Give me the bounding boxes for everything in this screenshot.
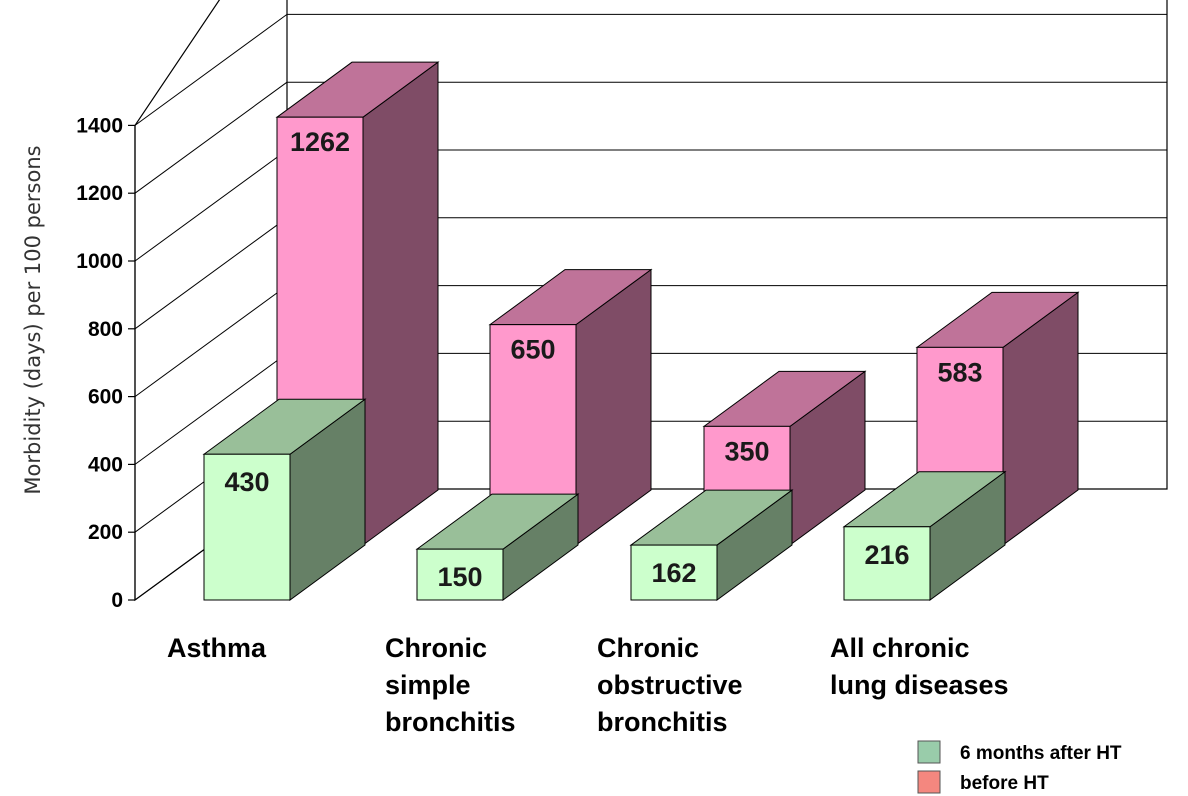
y-axis: 0 200 400 600 800 1000 1200 1400 bbox=[76, 114, 136, 612]
bar-before-ht-2 bbox=[702, 370, 867, 546]
value-label-before-ht-2: 350 bbox=[724, 436, 769, 466]
bar-after-ht-1 bbox=[415, 493, 580, 601]
y-tick-label: 1400 bbox=[76, 114, 123, 137]
gridline-side bbox=[134, 13, 288, 126]
gridline-side bbox=[134, 81, 288, 194]
bar-after-ht-3-front bbox=[843, 526, 931, 601]
bar-after-ht-2-front bbox=[630, 544, 718, 601]
category-label-3: All chronic lung diseases bbox=[830, 633, 1009, 700]
category-label-1: Chronic simple bronchitis bbox=[385, 633, 516, 737]
y-tick-label: 200 bbox=[88, 521, 123, 544]
value-label-after-ht-3: 216 bbox=[864, 540, 909, 570]
value-label-before-ht-3: 583 bbox=[937, 357, 982, 387]
legend-label-after-ht: 6 months after HT bbox=[960, 743, 1122, 764]
bar-after-ht-3 bbox=[842, 470, 1007, 601]
bar-before-ht-0-side bbox=[362, 61, 439, 546]
value-label-after-ht-1: 150 bbox=[437, 562, 482, 592]
y-tick-label: 600 bbox=[88, 386, 123, 409]
category-label-0: Asthma bbox=[167, 633, 267, 663]
y-tick-label: 1200 bbox=[76, 182, 123, 205]
gridline-side bbox=[134, 149, 288, 262]
value-labels: 1262 650 350 583 430 150 162 216 bbox=[224, 127, 982, 592]
legend-label-before-ht: before HT bbox=[960, 773, 1049, 794]
value-label-before-ht-1: 650 bbox=[510, 335, 555, 365]
y-tick-label: 800 bbox=[88, 318, 123, 341]
category-label-2: Chronic obstructive bronchitis bbox=[597, 633, 743, 737]
legend-swatch-before-ht bbox=[917, 770, 941, 794]
gridline-side bbox=[134, 352, 288, 465]
value-label-after-ht-2: 162 bbox=[651, 558, 696, 588]
y-axis-label: Morbidity (days) per 100 persons bbox=[21, 145, 45, 494]
bar-after-ht-0 bbox=[202, 398, 367, 601]
legend: 6 months after HT before HT bbox=[917, 740, 1122, 794]
y-tick-label: 1000 bbox=[76, 250, 123, 273]
gridline-side bbox=[134, 217, 288, 330]
y-tick-label: 400 bbox=[88, 453, 123, 476]
bar-after-ht-0-front bbox=[203, 453, 291, 601]
bar-after-ht-2 bbox=[629, 489, 794, 601]
value-label-after-ht-0: 430 bbox=[224, 467, 269, 497]
category-labels: Asthma Chronic simple bronchitis Chronic obst… bbox=[167, 633, 1009, 737]
bars-layer bbox=[202, 61, 1080, 601]
value-label-before-ht-0: 1262 bbox=[290, 127, 350, 157]
gridline-side bbox=[134, 285, 288, 398]
bar-before-ht-0 bbox=[275, 61, 440, 546]
bar-after-ht-1-front bbox=[416, 548, 504, 601]
legend-swatch-after-ht bbox=[917, 740, 941, 764]
y-tick-label: 0 bbox=[111, 589, 123, 612]
